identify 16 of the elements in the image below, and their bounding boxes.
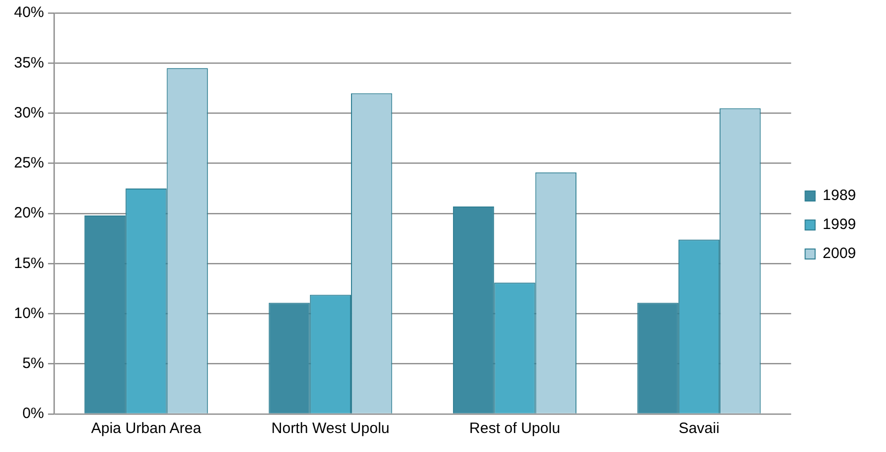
x-tick-label: Rest of Upolu [469, 420, 560, 438]
legend-label: 1999 [822, 216, 856, 234]
legend-label: 2009 [822, 245, 856, 262]
y-tick-label: 10% [14, 304, 44, 322]
x-tick-label: Savaii [678, 420, 720, 438]
y-tick-label: 25% [14, 154, 44, 172]
x-tick-label: North West Upolu [271, 420, 390, 438]
y-tick-label: 40% [14, 4, 44, 22]
legend-label: 1989 [822, 187, 856, 204]
y-tick-label: 30% [14, 104, 44, 122]
x-tick-label: Apia Urban Area [91, 420, 202, 438]
y-tick-label: 5% [22, 355, 44, 372]
y-tick-label: 0% [22, 405, 44, 422]
y-tick-label: 15% [14, 254, 44, 272]
y-tick-label: 20% [14, 204, 44, 222]
y-tick-label: 35% [14, 54, 44, 72]
